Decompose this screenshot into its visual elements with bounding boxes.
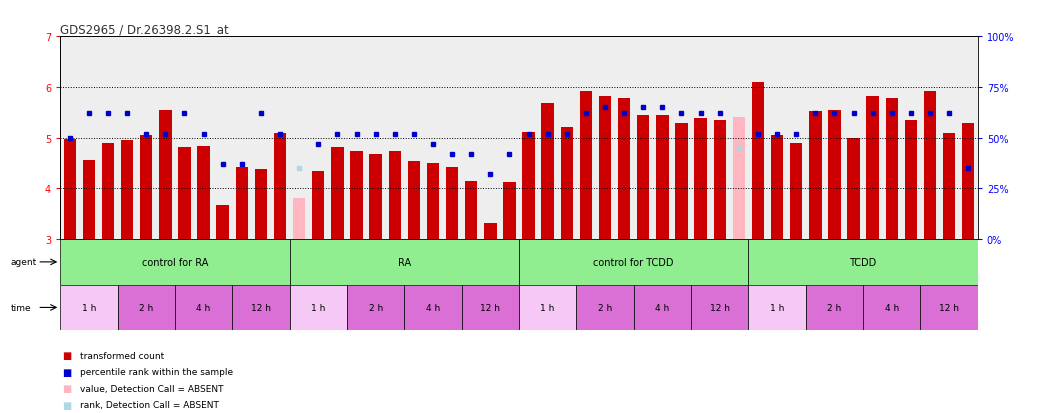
Bar [921, 285, 978, 330]
Text: 2 h: 2 h [598, 303, 612, 312]
Bar [924, 92, 936, 240]
Text: 1 h: 1 h [311, 303, 326, 312]
Bar [847, 138, 859, 240]
Text: value, Detection Call = ABSENT: value, Detection Call = ABSENT [80, 384, 223, 393]
Text: 1 h: 1 h [770, 303, 785, 312]
Bar [809, 112, 821, 240]
Bar [805, 285, 864, 330]
Bar [599, 97, 611, 240]
Bar [656, 116, 668, 240]
Bar [408, 161, 420, 240]
Bar [347, 285, 404, 330]
Text: 4 h: 4 h [655, 303, 670, 312]
Bar [312, 171, 325, 240]
Bar [864, 285, 921, 330]
Bar [713, 121, 726, 240]
Text: 4 h: 4 h [884, 303, 899, 312]
Bar [752, 83, 764, 240]
Text: 12 h: 12 h [939, 303, 959, 312]
Bar [519, 240, 748, 285]
Bar [962, 124, 975, 240]
Bar [561, 127, 573, 240]
Bar [140, 136, 153, 240]
Bar [522, 132, 535, 240]
Text: 4 h: 4 h [426, 303, 440, 312]
Text: ■: ■ [62, 400, 72, 410]
Bar [633, 285, 691, 330]
Text: 4 h: 4 h [196, 303, 211, 312]
Bar [943, 133, 955, 240]
Bar [174, 285, 233, 330]
Bar [542, 104, 554, 240]
Text: ■: ■ [62, 367, 72, 377]
Text: 2 h: 2 h [368, 303, 383, 312]
Text: 2 h: 2 h [139, 303, 154, 312]
Bar [828, 111, 841, 240]
Bar [637, 116, 650, 240]
Bar [576, 285, 633, 330]
Bar [233, 285, 290, 330]
Bar [771, 136, 784, 240]
Bar [350, 152, 362, 240]
Text: percentile rank within the sample: percentile rank within the sample [80, 367, 234, 376]
Text: 1 h: 1 h [82, 303, 97, 312]
Bar [484, 223, 496, 240]
Text: TCDD: TCDD [849, 257, 877, 267]
Bar [748, 240, 978, 285]
Bar [370, 154, 382, 240]
Text: time: time [10, 303, 31, 312]
Bar [465, 181, 477, 240]
Bar [290, 285, 347, 330]
Bar [179, 147, 191, 240]
Text: 2 h: 2 h [827, 303, 842, 312]
Bar [331, 147, 344, 240]
Bar [102, 143, 114, 240]
Bar [120, 141, 133, 240]
Text: ■: ■ [62, 350, 72, 360]
Bar [63, 140, 76, 240]
Text: RA: RA [398, 257, 411, 267]
Bar [519, 285, 576, 330]
Text: ■: ■ [62, 383, 72, 393]
Bar [217, 205, 229, 240]
Bar [618, 99, 630, 240]
Text: transformed count: transformed count [80, 351, 164, 360]
Bar [427, 164, 439, 240]
Bar [117, 285, 174, 330]
Bar [236, 168, 248, 240]
Bar [676, 124, 688, 240]
Text: 12 h: 12 h [710, 303, 730, 312]
Bar [694, 119, 707, 240]
Text: rank, Detection Call = ABSENT: rank, Detection Call = ABSENT [80, 400, 219, 409]
Bar [867, 97, 879, 240]
Bar [446, 168, 459, 240]
Bar [691, 285, 748, 330]
Text: agent: agent [10, 258, 36, 267]
Bar [293, 198, 305, 240]
Text: 1 h: 1 h [541, 303, 555, 312]
Bar [748, 285, 805, 330]
Text: GDS2965 / Dr.26398.2.S1_at: GDS2965 / Dr.26398.2.S1_at [60, 23, 229, 36]
Text: 12 h: 12 h [481, 303, 500, 312]
Bar [83, 161, 95, 240]
Bar [503, 183, 516, 240]
Bar [159, 111, 171, 240]
Bar [579, 92, 592, 240]
Bar [885, 99, 898, 240]
Bar [790, 143, 802, 240]
Bar [197, 147, 210, 240]
Bar [905, 121, 918, 240]
Bar [462, 285, 519, 330]
Bar [60, 240, 290, 285]
Bar [733, 118, 745, 240]
Text: 12 h: 12 h [251, 303, 271, 312]
Bar [254, 170, 267, 240]
Bar [388, 152, 401, 240]
Bar [290, 240, 519, 285]
Text: control for TCDD: control for TCDD [594, 257, 674, 267]
Bar [60, 285, 117, 330]
Text: control for RA: control for RA [142, 257, 208, 267]
Bar [274, 133, 286, 240]
Bar [404, 285, 462, 330]
